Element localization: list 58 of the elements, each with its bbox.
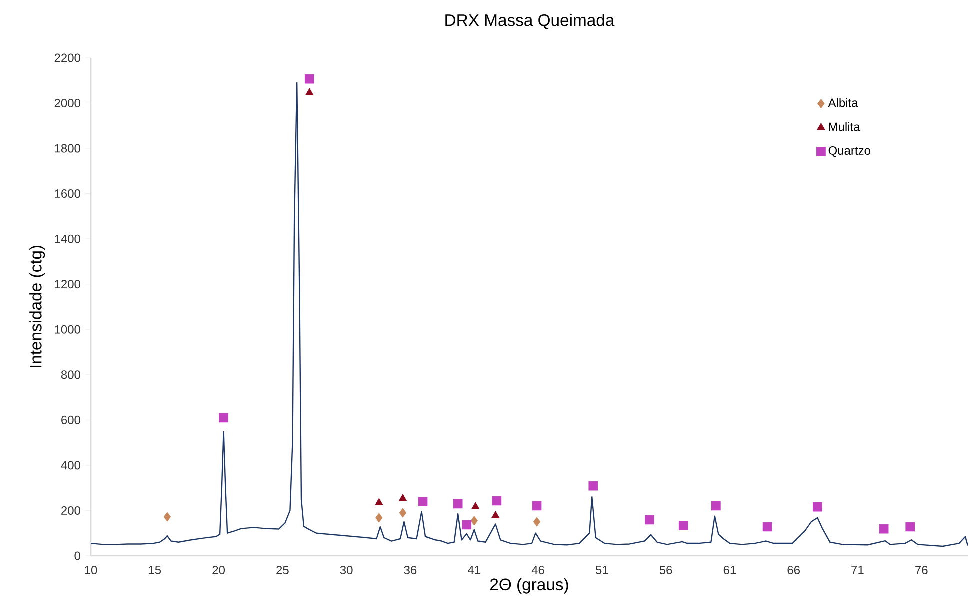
x-tick-label: 20 (212, 566, 226, 575)
point (453, 499, 463, 509)
y-tick-label: 1800 (55, 144, 80, 153)
point (398, 494, 408, 502)
y-tick-label: 200 (62, 506, 80, 515)
point (219, 413, 228, 423)
x-tick-label: 46 (532, 566, 544, 575)
x-tick-label: 30 (340, 566, 353, 575)
chart-title: DRX Massa Queimada (446, 14, 615, 30)
point (470, 516, 478, 526)
x-tick-label: 41 (468, 566, 480, 574)
point (762, 522, 772, 532)
y-tick-label: 800 (61, 370, 80, 380)
x-tick-label: 10 (85, 566, 98, 575)
x-tick-label: 56 (660, 566, 672, 575)
point (492, 511, 500, 518)
point (588, 481, 598, 491)
x-tick-label: 36 (404, 566, 417, 575)
legend-label: Albita (828, 98, 858, 108)
x-axis-title: 2Θ (graus) (490, 578, 568, 594)
x-tick-label: 15 (149, 566, 162, 574)
x-tick-label: 71 (852, 566, 864, 574)
point (879, 524, 889, 534)
y-tick-label: 2000 (54, 99, 80, 108)
y-tick-label: 2200 (54, 54, 80, 62)
point (812, 502, 822, 512)
point (462, 520, 472, 530)
point (906, 522, 916, 532)
point (472, 502, 480, 510)
x-tick-label: 25 (276, 566, 289, 575)
y-axis-title: Intensidade (ctg) (30, 246, 46, 368)
x-tick-label: 76 (916, 566, 928, 575)
point (399, 508, 407, 518)
legend-label: Mulita (829, 122, 860, 132)
y-tick-label: 1000 (55, 325, 80, 334)
point (306, 88, 314, 96)
y-tick-label: 0 (74, 552, 80, 560)
y-tick-label: 400 (61, 461, 80, 470)
point (375, 498, 384, 506)
point (678, 521, 688, 531)
x-tick-label: 51 (596, 566, 608, 574)
point (418, 497, 428, 507)
y-tick-label: 1400 (55, 234, 80, 244)
x-tick-label: 61 (724, 566, 736, 575)
x-tick-label: 66 (788, 566, 800, 575)
point (164, 512, 172, 522)
line-series (91, 82, 968, 548)
point (376, 513, 383, 523)
point (532, 501, 542, 511)
point (645, 515, 654, 525)
y-tick-label: 1600 (55, 190, 80, 198)
point (712, 501, 721, 511)
y-tick-label: 600 (62, 416, 80, 424)
y-tick-label: 1200 (55, 280, 80, 289)
point (304, 74, 314, 84)
legend-label: Quartzo (828, 146, 870, 158)
point (492, 496, 502, 506)
point (533, 517, 541, 527)
